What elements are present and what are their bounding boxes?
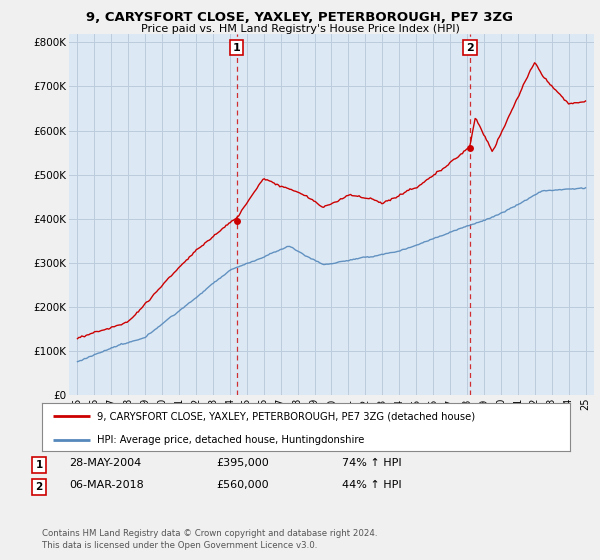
Text: 9, CARYSFORT CLOSE, YAXLEY, PETERBOROUGH, PE7 3ZG: 9, CARYSFORT CLOSE, YAXLEY, PETERBOROUGH…	[86, 11, 514, 24]
Text: 06-MAR-2018: 06-MAR-2018	[69, 480, 144, 490]
Text: HPI: Average price, detached house, Huntingdonshire: HPI: Average price, detached house, Hunt…	[97, 435, 365, 445]
Text: Price paid vs. HM Land Registry's House Price Index (HPI): Price paid vs. HM Land Registry's House …	[140, 24, 460, 34]
Text: 9, CARYSFORT CLOSE, YAXLEY, PETERBOROUGH, PE7 3ZG (detached house): 9, CARYSFORT CLOSE, YAXLEY, PETERBOROUGH…	[97, 411, 476, 421]
Text: Contains HM Land Registry data © Crown copyright and database right 2024.
This d: Contains HM Land Registry data © Crown c…	[42, 529, 377, 550]
Text: 1: 1	[233, 43, 241, 53]
Text: 44% ↑ HPI: 44% ↑ HPI	[342, 480, 401, 490]
Text: 1: 1	[35, 460, 43, 470]
Text: 28-MAY-2004: 28-MAY-2004	[69, 458, 141, 468]
Text: £395,000: £395,000	[216, 458, 269, 468]
Text: 2: 2	[466, 43, 474, 53]
Text: £560,000: £560,000	[216, 480, 269, 490]
Text: 2: 2	[35, 482, 43, 492]
Text: 74% ↑ HPI: 74% ↑ HPI	[342, 458, 401, 468]
